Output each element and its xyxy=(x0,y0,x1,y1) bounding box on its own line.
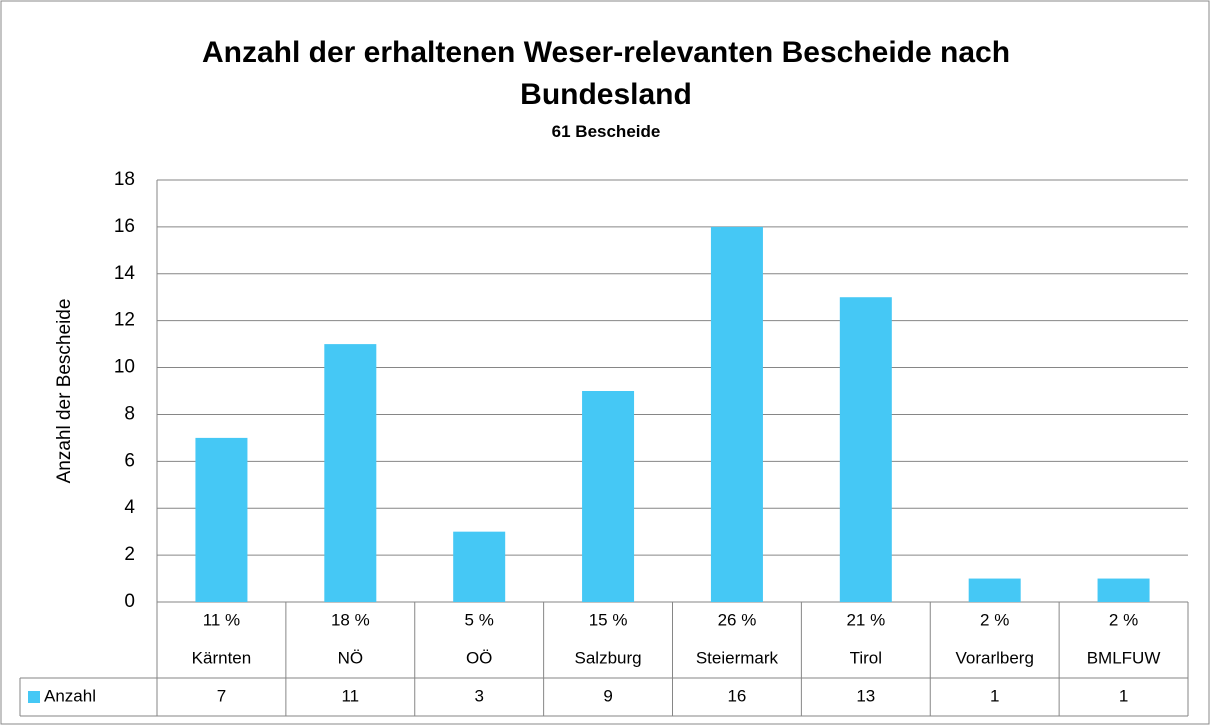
y-tick-label: 0 xyxy=(124,591,135,612)
bar xyxy=(1097,578,1150,602)
bar xyxy=(968,578,1021,602)
share-label: 15 % xyxy=(589,610,628,629)
x-tick-label: NÖ xyxy=(338,648,364,667)
share-label: 2 % xyxy=(1109,610,1138,629)
x-tick-label: BMLFUW xyxy=(1087,648,1161,667)
y-tick-label: 16 xyxy=(114,216,135,237)
bar xyxy=(582,391,635,602)
y-tick-label: 18 xyxy=(114,169,135,190)
share-label: 21 % xyxy=(846,610,885,629)
y-tick-label: 6 xyxy=(124,450,135,471)
table-value: 7 xyxy=(217,686,226,705)
bar xyxy=(710,226,763,602)
x-tick-label: Steiermark xyxy=(696,648,779,667)
legend-label: Anzahl xyxy=(44,686,96,705)
share-label: 18 % xyxy=(331,610,370,629)
chart-subtitle: 61 Bescheide xyxy=(551,122,661,141)
x-tick-label: Vorarlberg xyxy=(955,648,1033,667)
bar xyxy=(839,297,892,602)
table-value: 9 xyxy=(603,686,612,705)
y-tick-label: 4 xyxy=(124,497,135,518)
table-value: 1 xyxy=(990,686,999,705)
table-value: 3 xyxy=(474,686,483,705)
x-tick-label: Kärnten xyxy=(192,648,252,667)
table-value: 11 xyxy=(341,686,359,705)
bar xyxy=(195,437,248,602)
y-tick-label: 14 xyxy=(114,263,136,284)
table-value: 16 xyxy=(727,686,746,705)
y-tick-label: 2 xyxy=(124,544,135,565)
x-tick-label: Salzburg xyxy=(575,648,642,667)
y-tick-label: 8 xyxy=(124,403,135,424)
x-tick-label: OÖ xyxy=(466,648,492,667)
share-label: 5 % xyxy=(465,610,494,629)
share-label: 2 % xyxy=(980,610,1009,629)
bar xyxy=(324,344,377,602)
x-tick-label: Tirol xyxy=(850,648,882,667)
table-value: 13 xyxy=(856,686,875,705)
y-tick-label: 10 xyxy=(114,357,135,378)
share-label: 26 % xyxy=(718,610,757,629)
y-axis-label: Anzahl der Bescheide xyxy=(54,299,75,484)
table-value: 1 xyxy=(1119,686,1128,705)
legend-swatch xyxy=(28,691,40,703)
share-label: 11 % xyxy=(203,610,241,629)
y-tick-label: 12 xyxy=(114,310,135,331)
chart-title: Anzahl der erhaltenen Weser-relevanten B… xyxy=(201,36,1011,111)
bar xyxy=(453,531,506,602)
